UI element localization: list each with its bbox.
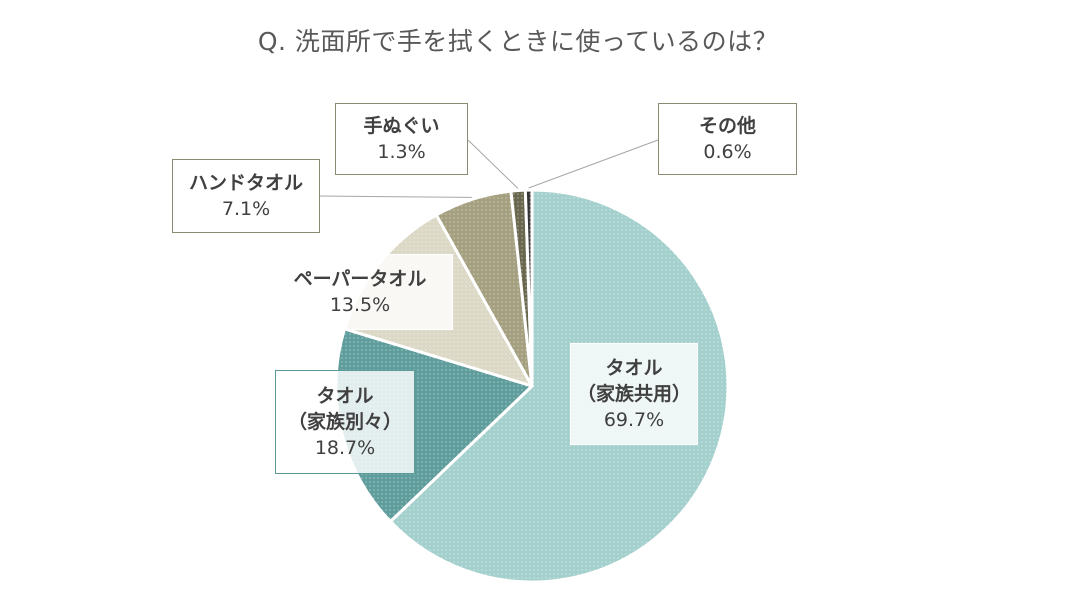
data-label-value: 69.7% [603, 409, 665, 431]
data-label-6: その他 0.6% [658, 103, 797, 175]
pie-slice-texture [390, 190, 728, 582]
data-label-5: 手ぬぐい 1.3% [335, 103, 468, 175]
pie-slice-texture [525, 189, 532, 386]
pie-slice-4 [434, 189, 534, 388]
data-label-value: 13.5% [329, 294, 391, 316]
data-label-name: その他 [698, 115, 756, 137]
leader-line-4 [319, 195, 472, 198]
data-label-4: ハンドタオル 7.1% [172, 159, 320, 233]
leader-line-5 [467, 139, 519, 189]
data-label-3: ペーパータオル 13.5% [267, 254, 453, 330]
data-label-value: 7.1% [221, 198, 271, 220]
leader-line-6 [528, 139, 659, 189]
data-label-name: ハンドタオル [188, 172, 303, 194]
pie-slice-6 [523, 188, 534, 388]
data-label-1: タオル （家族共用） 69.7% [570, 343, 698, 445]
data-label-name: タオル [316, 385, 374, 407]
pie-slice-1 [388, 188, 730, 584]
data-label-value: 1.3% [377, 141, 426, 163]
data-label-name: （家族共用） [576, 383, 691, 405]
data-label-name: タオル [605, 357, 663, 379]
data-label-name: ペーパータオル [293, 268, 427, 290]
data-label-name: 手ぬぐい [363, 115, 440, 137]
data-label-2: タオル （家族別々） 18.7% [275, 370, 415, 474]
data-label-value: 0.6% [703, 141, 752, 163]
chart-title: Q. 洗面所で手を拭くときに使っているのは？ [257, 27, 779, 56]
data-label-name: （家族別々） [287, 411, 402, 433]
data-label-value: 18.7% [314, 437, 376, 459]
pie-slice-texture [436, 191, 532, 386]
